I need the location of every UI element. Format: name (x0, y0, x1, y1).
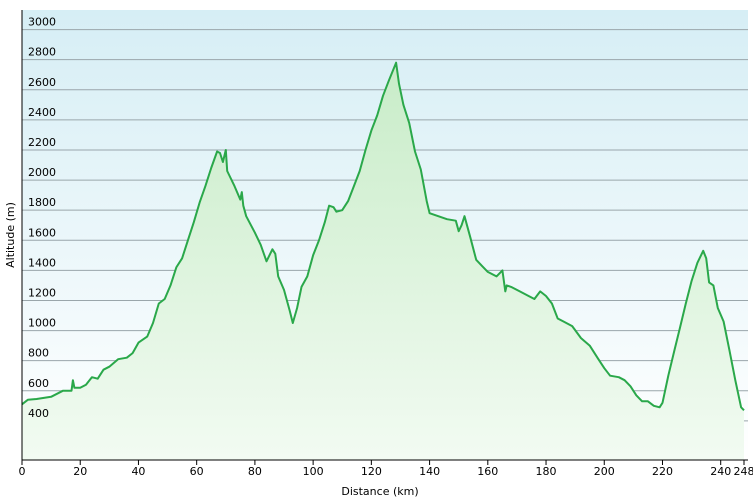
y-tick-label: 1400 (28, 256, 56, 269)
y-tick-label: 1600 (28, 226, 56, 239)
x-tick-label: 40 (131, 465, 145, 478)
y-tick-label: 2600 (28, 76, 56, 89)
y-tick-label: 3000 (28, 16, 56, 29)
y-tick-label: 2800 (28, 46, 56, 59)
y-tick-label: 800 (28, 347, 49, 360)
x-tick-label: 20 (73, 465, 87, 478)
y-tick-label: 1200 (28, 286, 56, 299)
x-tick-label: 0 (19, 465, 26, 478)
x-tick-label: 60 (190, 465, 204, 478)
area (22, 62, 744, 460)
y-tick-label: 1800 (28, 196, 56, 209)
x-tick-label: 200 (594, 465, 615, 478)
x-tick-label: 160 (477, 465, 498, 478)
x-tick-label: 248 (734, 465, 753, 478)
y-tick-label: 600 (28, 377, 49, 390)
x-tick-label: 80 (248, 465, 262, 478)
y-tick-label: 400 (28, 407, 49, 420)
y-axis-title: Altitude (m) (4, 202, 17, 268)
y-tick-label: 2000 (28, 166, 56, 179)
x-tick-label: 180 (536, 465, 557, 478)
line (21, 61, 745, 411)
y-tick-label: 2400 (28, 106, 56, 119)
x-axis-title: Distance (km) (341, 485, 418, 498)
x-tick-label: 240 (710, 465, 731, 478)
x-tick-label: 100 (303, 465, 324, 478)
x-tick-label: 220 (652, 465, 673, 478)
y-tick-label: 1000 (28, 317, 56, 330)
x-tick-label: 140 (419, 465, 440, 478)
y-tick-label: 2200 (28, 136, 56, 149)
x-tick-label: 120 (361, 465, 382, 478)
